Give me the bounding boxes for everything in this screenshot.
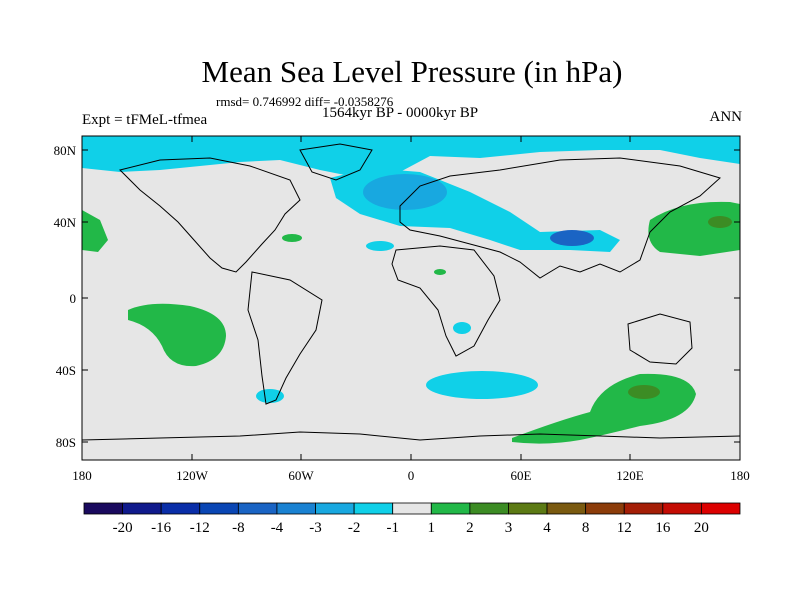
colorbar-label: -12 xyxy=(189,520,210,536)
colorbar-label: -20 xyxy=(112,520,133,536)
colorbar-swatch xyxy=(199,502,239,515)
colorbar-swatch xyxy=(546,502,587,515)
greenland-coast xyxy=(299,143,373,181)
south-america-coast xyxy=(247,271,323,405)
lon-label-120e: 120E xyxy=(616,468,644,483)
lon-label-180w: 180 xyxy=(72,468,92,483)
anomaly-contours xyxy=(82,136,740,444)
southern-ocean-positive-core xyxy=(628,385,660,399)
colorbar-label: -8 xyxy=(232,520,245,536)
south-america-negative-spot xyxy=(256,389,284,403)
period-label: 1564kyr BP - 0000kyr BP xyxy=(322,105,479,121)
colorbar-label: 20 xyxy=(693,520,709,536)
colorbar-swatch xyxy=(623,502,664,515)
lat-label-40s: 40S xyxy=(55,363,76,378)
colorbar-label: -4 xyxy=(270,520,284,536)
antarctica-coast xyxy=(82,431,740,441)
experiment-label: Expt = tFMeL-tfmea xyxy=(82,112,208,128)
colorbar-swatch xyxy=(276,502,316,515)
lat-label-80n: 80N xyxy=(53,143,76,158)
australia-coast xyxy=(627,313,693,365)
lat-label-80s: 80S xyxy=(55,435,76,450)
lon-label-60e: 60E xyxy=(510,468,532,483)
colorbar-label: -16 xyxy=(151,520,172,536)
coastlines xyxy=(82,143,740,441)
north-america-coast xyxy=(119,157,301,273)
colorbar-swatch xyxy=(392,502,432,515)
colorbar-label: 8 xyxy=(581,520,590,536)
atlantic-negative-spot xyxy=(366,241,394,251)
colorbar-swatch xyxy=(353,502,394,515)
east-pacific-positive-region xyxy=(128,303,226,367)
colorbar-swatch xyxy=(701,502,741,515)
sahara-positive-spot xyxy=(434,269,446,275)
colorbar-swatch xyxy=(508,502,548,515)
europe-negative-core xyxy=(363,174,447,210)
colorbar-label: -1 xyxy=(386,520,399,536)
colorbar-label: 3 xyxy=(504,520,513,536)
atlantic-positive-spot xyxy=(282,234,302,242)
colorbar-label: -3 xyxy=(309,520,322,536)
africa-negative-spot xyxy=(453,322,471,334)
season-label: ANN xyxy=(709,109,743,125)
colorbar-label: 1 xyxy=(427,520,436,536)
asia-negative-core xyxy=(550,230,594,246)
eurasia-coast xyxy=(399,157,721,279)
colorbar-label: 4 xyxy=(543,520,551,536)
lon-label-180e: 180 xyxy=(730,468,750,483)
northwest-pacific-positive-region xyxy=(648,201,740,256)
colorbar-swatch xyxy=(160,502,201,515)
arctic-negative-region xyxy=(82,136,740,178)
colorbar-swatch xyxy=(83,502,123,515)
africa-coast xyxy=(391,245,501,357)
northwest-pacific-positive-core xyxy=(708,216,732,228)
colorbar-swatch xyxy=(315,502,355,515)
colorbar-swatch xyxy=(469,502,509,515)
colorbar-swatch xyxy=(662,502,702,515)
stats-line: rmsd= 0.746992 diff= -0.0358276 xyxy=(216,94,394,109)
lon-label-120w: 120W xyxy=(176,468,208,483)
colorbar-swatch xyxy=(585,502,625,515)
colorbar-label: 12 xyxy=(616,520,632,536)
lat-label-40n: 40N xyxy=(53,215,76,230)
west-pacific-positive-region xyxy=(82,210,108,252)
colorbar xyxy=(83,502,741,515)
colorbar-label: 16 xyxy=(655,520,671,536)
lon-label-60w: 60W xyxy=(288,468,314,483)
colorbar-label: 2 xyxy=(466,520,474,536)
colorbar-swatch xyxy=(122,502,162,515)
axis-ticks xyxy=(82,136,740,460)
south-atlantic-negative-region xyxy=(426,371,538,399)
chart-title: Mean Sea Level Pressure (in hPa) xyxy=(201,54,623,89)
colorbar-swatch xyxy=(430,502,471,515)
colorbar-label: -2 xyxy=(347,520,361,536)
lat-label-0: 0 xyxy=(69,291,77,306)
colorbar-swatch xyxy=(237,502,278,515)
lon-label-0: 0 xyxy=(407,468,415,483)
